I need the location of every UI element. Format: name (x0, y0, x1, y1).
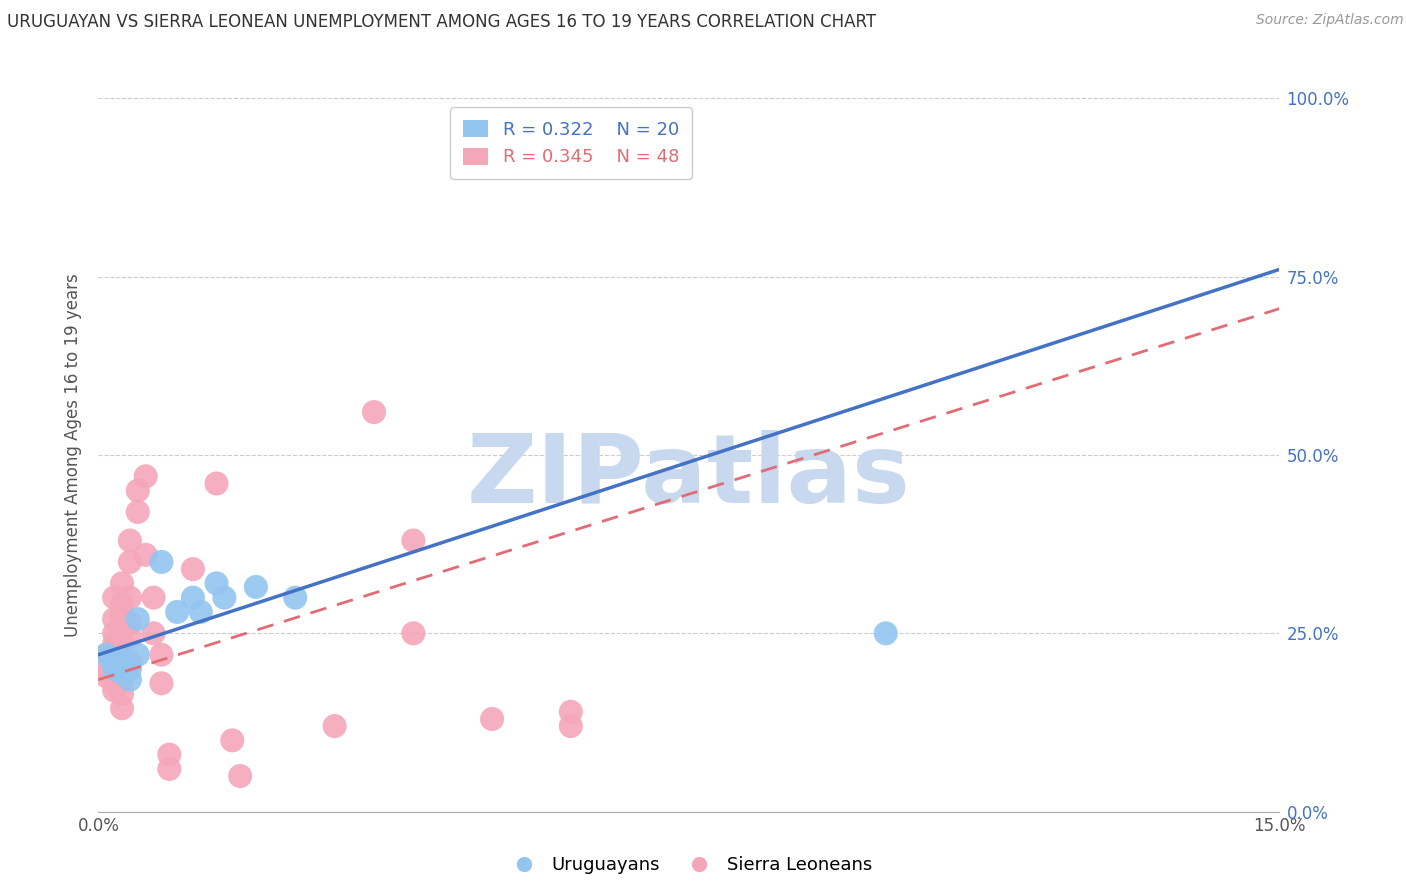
Point (118, 662, 141, 676)
Point (181, 562, 204, 576)
Point (118, 533, 141, 548)
Point (135, 548, 157, 562)
Point (142, 626, 165, 640)
Point (481, 712, 503, 726)
Point (190, 605, 212, 619)
Point (150, 676, 173, 690)
Point (284, 591, 307, 605)
Point (111, 637, 134, 651)
Point (103, 655, 125, 669)
Point (181, 591, 204, 605)
Point (127, 505, 149, 519)
Point (96, 662, 118, 676)
Point (118, 630, 141, 644)
Point (103, 591, 125, 605)
Point (96, 648, 118, 662)
Text: URUGUAYAN VS SIERRA LEONEAN UNEMPLOYMENT AMONG AGES 16 TO 19 YEARS CORRELATION C: URUGUAYAN VS SIERRA LEONEAN UNEMPLOYMENT… (7, 13, 876, 31)
Point (103, 651, 125, 665)
Point (111, 623, 134, 637)
Point (875, 626, 897, 640)
Point (111, 687, 134, 701)
Point (96, 669, 118, 683)
Point (103, 626, 125, 640)
Point (127, 612, 149, 626)
Y-axis label: Unemployment Among Ages 16 to 19 years: Unemployment Among Ages 16 to 19 years (65, 273, 83, 637)
Text: ZIPatlas: ZIPatlas (467, 430, 911, 523)
Point (127, 483, 149, 498)
Point (363, 405, 385, 419)
Point (103, 683, 125, 698)
Point (118, 655, 141, 669)
Point (135, 469, 157, 483)
Point (166, 605, 188, 619)
Point (111, 598, 134, 612)
Point (118, 615, 141, 630)
Point (111, 673, 134, 687)
Point (103, 676, 125, 690)
Text: Source: ZipAtlas.com: Source: ZipAtlas.com (1256, 13, 1403, 28)
Point (118, 673, 141, 687)
Point (205, 576, 228, 591)
Point (157, 762, 180, 776)
Point (103, 648, 125, 662)
Point (142, 591, 165, 605)
Point (229, 769, 252, 783)
Point (103, 662, 125, 676)
Point (118, 555, 141, 569)
Point (111, 608, 134, 623)
Point (157, 747, 180, 762)
Point (111, 665, 134, 680)
Point (111, 658, 134, 673)
Point (111, 576, 134, 591)
Point (205, 476, 228, 491)
Point (323, 719, 346, 733)
Point (103, 662, 125, 676)
Point (118, 591, 141, 605)
Point (560, 705, 582, 719)
Point (150, 555, 173, 569)
Point (402, 626, 425, 640)
Point (96, 648, 118, 662)
Point (111, 665, 134, 680)
Point (214, 591, 236, 605)
Legend: Uruguayans, Sierra Leoneans: Uruguayans, Sierra Leoneans (499, 849, 879, 881)
Point (245, 580, 267, 594)
Point (111, 701, 134, 715)
Point (127, 648, 149, 662)
Point (111, 651, 134, 665)
Point (560, 719, 582, 733)
Point (150, 648, 173, 662)
Point (103, 637, 125, 651)
Point (402, 533, 425, 548)
Point (221, 733, 243, 747)
Point (111, 651, 134, 665)
Point (103, 612, 125, 626)
